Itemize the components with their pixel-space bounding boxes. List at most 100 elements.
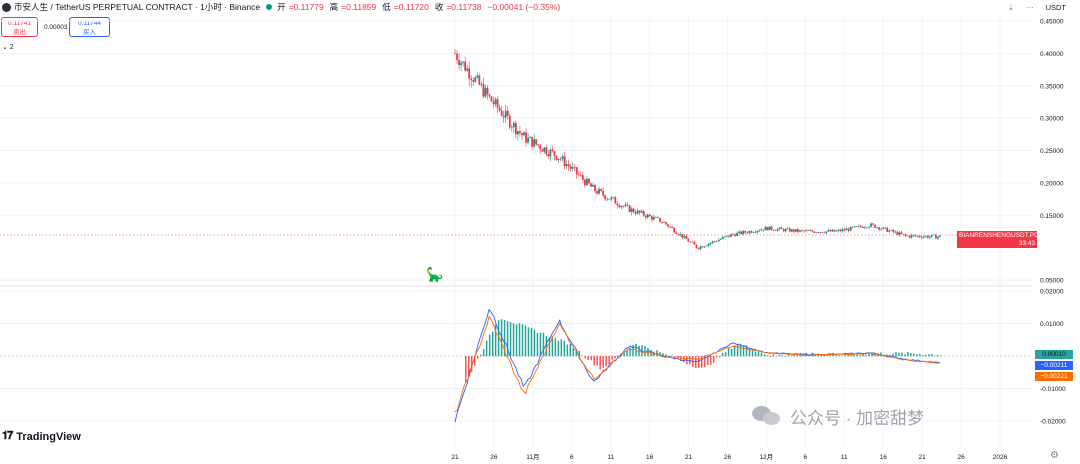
price-tick-label: 0.20000 (1040, 180, 1064, 187)
candle-body (853, 226, 856, 228)
currency-selector[interactable]: USDT (1045, 2, 1066, 12)
candle-body (606, 198, 609, 200)
candle-body (525, 132, 527, 143)
histogram-bar (718, 356, 721, 358)
price-tick-label: 0.35000 (1040, 83, 1064, 90)
price-tag-price: 0.11738 (1034, 232, 1058, 239)
candle-body (616, 203, 619, 206)
histogram-bar (554, 337, 557, 357)
download-arrow-icon[interactable]: ⇣ (1007, 2, 1015, 12)
histogram-bar (727, 348, 730, 357)
candle-body (482, 84, 485, 97)
candle-body (766, 227, 769, 231)
candle-body (886, 227, 889, 232)
histogram-bar (850, 354, 852, 357)
candle-body (701, 246, 704, 248)
candle-body (644, 215, 647, 218)
candle-body (602, 190, 605, 196)
histogram-bar (934, 355, 936, 357)
histogram-bar (590, 356, 592, 361)
histogram-bar (862, 354, 864, 357)
histogram-bar (563, 340, 566, 357)
candle-body (811, 230, 814, 232)
candle-body (861, 226, 864, 228)
candle-body (916, 235, 919, 237)
candle-body (537, 144, 540, 146)
candle-body (876, 227, 878, 228)
candle-body (795, 229, 797, 232)
candle-body (462, 61, 465, 63)
candle-body (569, 166, 572, 169)
candle-body (717, 239, 720, 242)
histogram-bar (748, 348, 751, 357)
candle-body (847, 228, 850, 231)
candle-body (498, 107, 501, 111)
candle-body (933, 234, 935, 236)
macd-value-tag: −0.00211 (1035, 361, 1073, 370)
candle-body (555, 155, 558, 160)
candle-body (728, 235, 730, 237)
candle-body (567, 164, 570, 167)
candle-body (884, 227, 887, 229)
histogram-bar (931, 354, 933, 357)
candle-body (504, 110, 507, 118)
histogram-bar (730, 348, 733, 357)
candle-body (750, 231, 753, 233)
candle-body (561, 156, 564, 160)
candle-body (679, 234, 682, 235)
more-dots-icon[interactable]: ⋯ (1026, 2, 1034, 12)
histogram-bar (557, 340, 560, 357)
candle-body (514, 122, 517, 135)
candle-body (900, 232, 903, 235)
candle-body (612, 197, 615, 199)
candle-body (864, 227, 866, 229)
indicator-collapse-toggle[interactable]: ⌄ 2 (2, 44, 14, 51)
tradingview-logo[interactable]: 𝟏𝟕 TradingView (2, 430, 81, 443)
histogram-bar (629, 347, 631, 357)
histogram-bar (745, 345, 748, 357)
candle-body (454, 53, 456, 54)
candle-body (565, 164, 568, 167)
candle-body (632, 208, 635, 213)
market-status-dot-icon (266, 4, 273, 10)
candle-body (636, 210, 639, 214)
histogram-bar (772, 354, 775, 357)
histogram-bar (895, 352, 897, 357)
buy-label: 买入 (83, 29, 96, 36)
histogram-bar (787, 355, 790, 357)
histogram-bar (488, 334, 491, 357)
symbol-icon (2, 2, 11, 12)
histogram-bar (886, 354, 888, 357)
candle-body (693, 242, 696, 245)
candle-body (689, 241, 692, 243)
histogram-bar (739, 343, 742, 357)
time-tick-label: 26 (490, 454, 498, 461)
candle-body (545, 147, 548, 155)
candle-body (746, 232, 749, 234)
symbol-title[interactable]: 币安人生 / TetherUS PERPETUAL CONTRACT · 1小时… (14, 2, 261, 12)
candle-body (898, 232, 901, 235)
histogram-bar (497, 320, 500, 357)
histogram-bar (736, 343, 739, 357)
candle-body (782, 228, 785, 232)
histogram-bar (841, 355, 843, 357)
price-tick-label: 0.30000 (1040, 116, 1064, 123)
buy-button[interactable]: 0.11744 买入 (69, 17, 110, 37)
candle-body (758, 230, 761, 232)
candle-body (843, 229, 846, 231)
candle-body (480, 84, 483, 85)
candle-body (835, 230, 838, 232)
candle-body (652, 217, 655, 220)
candle-body (517, 131, 519, 135)
candle-body (874, 224, 876, 228)
candle-body (598, 189, 600, 194)
time-tick-label: 21 (451, 454, 459, 461)
histogram-bar (910, 353, 912, 357)
time-tick-label: 26 (724, 454, 732, 461)
settings-gear-icon[interactable]: ⚙ (1050, 450, 1059, 461)
candle-body (707, 243, 710, 246)
candle-body (870, 223, 872, 227)
candle-body (620, 206, 623, 208)
sell-button[interactable]: 0.11741 卖出 (1, 17, 38, 37)
